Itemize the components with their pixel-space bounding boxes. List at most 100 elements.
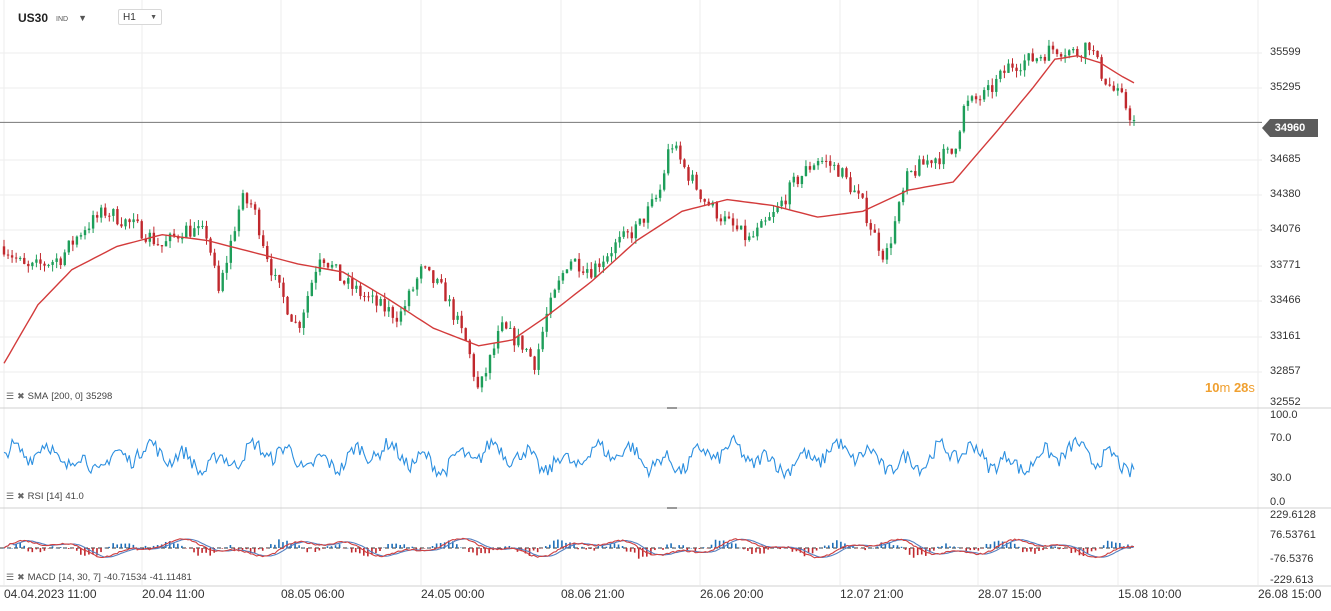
countdown-seconds: 28 bbox=[1233, 380, 1249, 395]
macd-histogram-bar bbox=[7, 548, 9, 549]
macd-histogram-bar bbox=[181, 545, 183, 548]
candle-body bbox=[440, 279, 443, 283]
countdown-minutes: 10 bbox=[1205, 380, 1220, 395]
candle-body bbox=[784, 200, 787, 205]
macd-histogram-bar bbox=[31, 548, 34, 553]
candle-body bbox=[395, 317, 399, 322]
candle-body bbox=[561, 273, 565, 281]
macd-histogram-bar bbox=[912, 548, 915, 558]
candle-body bbox=[1051, 45, 1055, 50]
macd-histogram-bar bbox=[177, 543, 179, 548]
macd-histogram-bar bbox=[852, 546, 854, 548]
macd-histogram-bar bbox=[1009, 541, 1012, 548]
macd-histogram-bar bbox=[330, 546, 333, 548]
candle-body bbox=[432, 270, 435, 284]
macd-histogram-bar bbox=[977, 548, 980, 551]
chevron-down-icon[interactable]: ▼ bbox=[78, 13, 88, 23]
candle-body bbox=[731, 218, 735, 226]
candle-body bbox=[43, 263, 46, 266]
macd-histogram-bar bbox=[443, 542, 446, 548]
pane-resize-handle bbox=[667, 407, 677, 409]
candle-body bbox=[796, 176, 800, 185]
timeframe-selector[interactable]: H1 ▼ bbox=[118, 9, 162, 25]
candle-body bbox=[476, 376, 480, 388]
menu-icon[interactable]: ☰ bbox=[6, 491, 15, 501]
candle-body bbox=[824, 160, 828, 162]
candle-body bbox=[152, 232, 156, 245]
macd-histogram-bar bbox=[241, 548, 244, 551]
candle-body bbox=[51, 261, 54, 265]
macd-histogram-bar bbox=[63, 547, 66, 549]
pane-resize-handle bbox=[667, 507, 677, 509]
instrument-selector[interactable]: US30 IND ▼ bbox=[18, 8, 87, 28]
candle-body bbox=[294, 321, 297, 323]
candle-body bbox=[833, 164, 836, 166]
macd-histogram-bar bbox=[646, 548, 648, 557]
macd-histogram-bar bbox=[920, 548, 923, 555]
macd-histogram-bar bbox=[755, 548, 757, 553]
macd-histogram-bar bbox=[1001, 541, 1004, 548]
candle-body bbox=[509, 327, 512, 329]
candle-body bbox=[193, 228, 196, 237]
menu-icon[interactable]: ☰ bbox=[6, 572, 15, 582]
time-axis-label: 26.06 20:00 bbox=[700, 587, 764, 601]
macd-histogram-bar bbox=[11, 548, 13, 549]
candle-body bbox=[780, 200, 783, 207]
close-icon[interactable]: ✖ bbox=[17, 491, 25, 501]
rsi-axis-label: 30.0 bbox=[1270, 472, 1292, 484]
macd-histogram-bar bbox=[1086, 548, 1089, 555]
macd-histogram-bar bbox=[1082, 548, 1085, 557]
macd-histogram-bar bbox=[625, 548, 628, 552]
candle-body bbox=[496, 330, 500, 349]
chevron-down-icon[interactable]: ▼ bbox=[150, 13, 157, 21]
macd-histogram-bar bbox=[548, 544, 551, 548]
macd-histogram-bar bbox=[961, 548, 963, 549]
close-icon[interactable]: ✖ bbox=[17, 572, 25, 582]
rsi-axis-label: 100.0 bbox=[1270, 409, 1298, 421]
candle-body bbox=[577, 258, 581, 272]
candle-countdown: 10m 28s bbox=[1205, 380, 1255, 395]
instrument-symbol[interactable]: US30 bbox=[18, 11, 49, 25]
candle-body bbox=[816, 161, 820, 166]
candle-body bbox=[314, 271, 318, 283]
macd-histogram-bar bbox=[197, 548, 199, 556]
candle-body bbox=[1043, 56, 1047, 61]
macd-histogram-bar bbox=[823, 545, 826, 548]
candle-body bbox=[140, 221, 143, 239]
macd-histogram-bar bbox=[55, 547, 58, 549]
macd-histogram-bar bbox=[1038, 548, 1040, 551]
candle-body bbox=[638, 218, 642, 225]
candle-body bbox=[387, 307, 390, 312]
macd-histogram-bar bbox=[286, 540, 288, 548]
macd-histogram-bar bbox=[1062, 548, 1065, 549]
menu-icon[interactable]: ☰ bbox=[6, 391, 15, 401]
macd-histogram-bar bbox=[597, 546, 600, 548]
macd-histogram-bar bbox=[318, 548, 321, 551]
macd-histogram-bar bbox=[346, 547, 349, 549]
macd-histogram-bar bbox=[1034, 548, 1036, 554]
macd-name: MACD bbox=[27, 572, 56, 583]
macd-histogram-bar bbox=[1054, 546, 1056, 548]
candle-body bbox=[675, 145, 678, 149]
candle-body bbox=[1011, 63, 1014, 68]
macd-histogram-bar bbox=[480, 548, 482, 554]
macd-histogram-bar bbox=[747, 548, 749, 551]
rsi-axis-label: 70.0 bbox=[1270, 432, 1292, 444]
macd-histogram-bar bbox=[128, 543, 131, 548]
close-icon[interactable]: ✖ bbox=[17, 391, 25, 401]
candle-body bbox=[185, 225, 188, 239]
macd-histogram-bar bbox=[949, 546, 951, 548]
price-axis-label: 32857 bbox=[1270, 365, 1301, 377]
candle-body bbox=[950, 148, 953, 154]
candle-body bbox=[112, 209, 115, 216]
candle-body bbox=[460, 315, 463, 329]
macd-legend: ☰ ✖ MACD [14, 30, 7] -40.71534 -41.11481 bbox=[6, 572, 192, 583]
candle-body bbox=[586, 269, 589, 273]
candle-body bbox=[658, 189, 662, 198]
candle-body bbox=[367, 296, 370, 298]
countdown-minutes-unit: m bbox=[1219, 380, 1231, 395]
macd-histogram-bar bbox=[1058, 548, 1061, 550]
candle-body bbox=[671, 148, 674, 150]
